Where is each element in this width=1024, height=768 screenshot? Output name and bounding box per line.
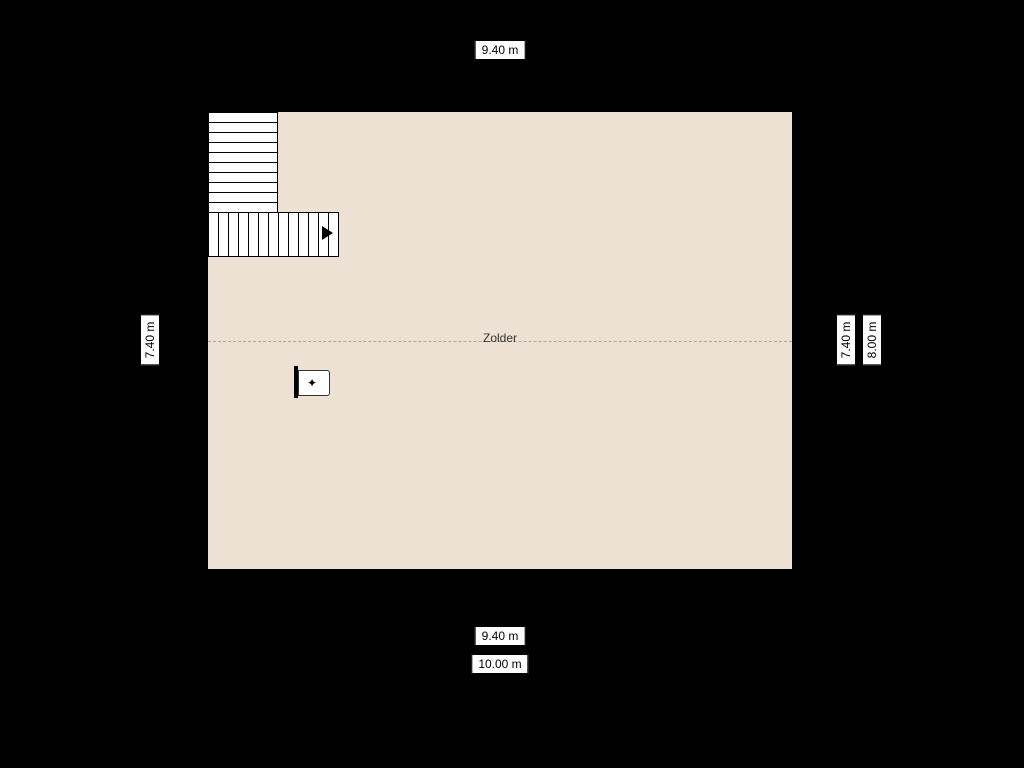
dimension-top: 9.40 m bbox=[475, 40, 526, 60]
floorplan-canvas: Zolder 9.40 m 9.40 m 10.00 m 7.40 m 7.40… bbox=[0, 0, 1024, 768]
dimension-left: 7.40 m bbox=[140, 315, 160, 366]
stair-direction-arrow-icon bbox=[322, 226, 333, 240]
dimension-bottom-outer: 10.00 m bbox=[471, 654, 528, 674]
fixture-icon: ✦ bbox=[307, 376, 317, 390]
dimension-bottom-inner: 9.40 m bbox=[475, 626, 526, 646]
dimension-right-inner: 7.40 m bbox=[836, 315, 856, 366]
room-divider-line bbox=[208, 341, 792, 342]
dimension-right-outer: 8.00 m bbox=[862, 315, 882, 366]
